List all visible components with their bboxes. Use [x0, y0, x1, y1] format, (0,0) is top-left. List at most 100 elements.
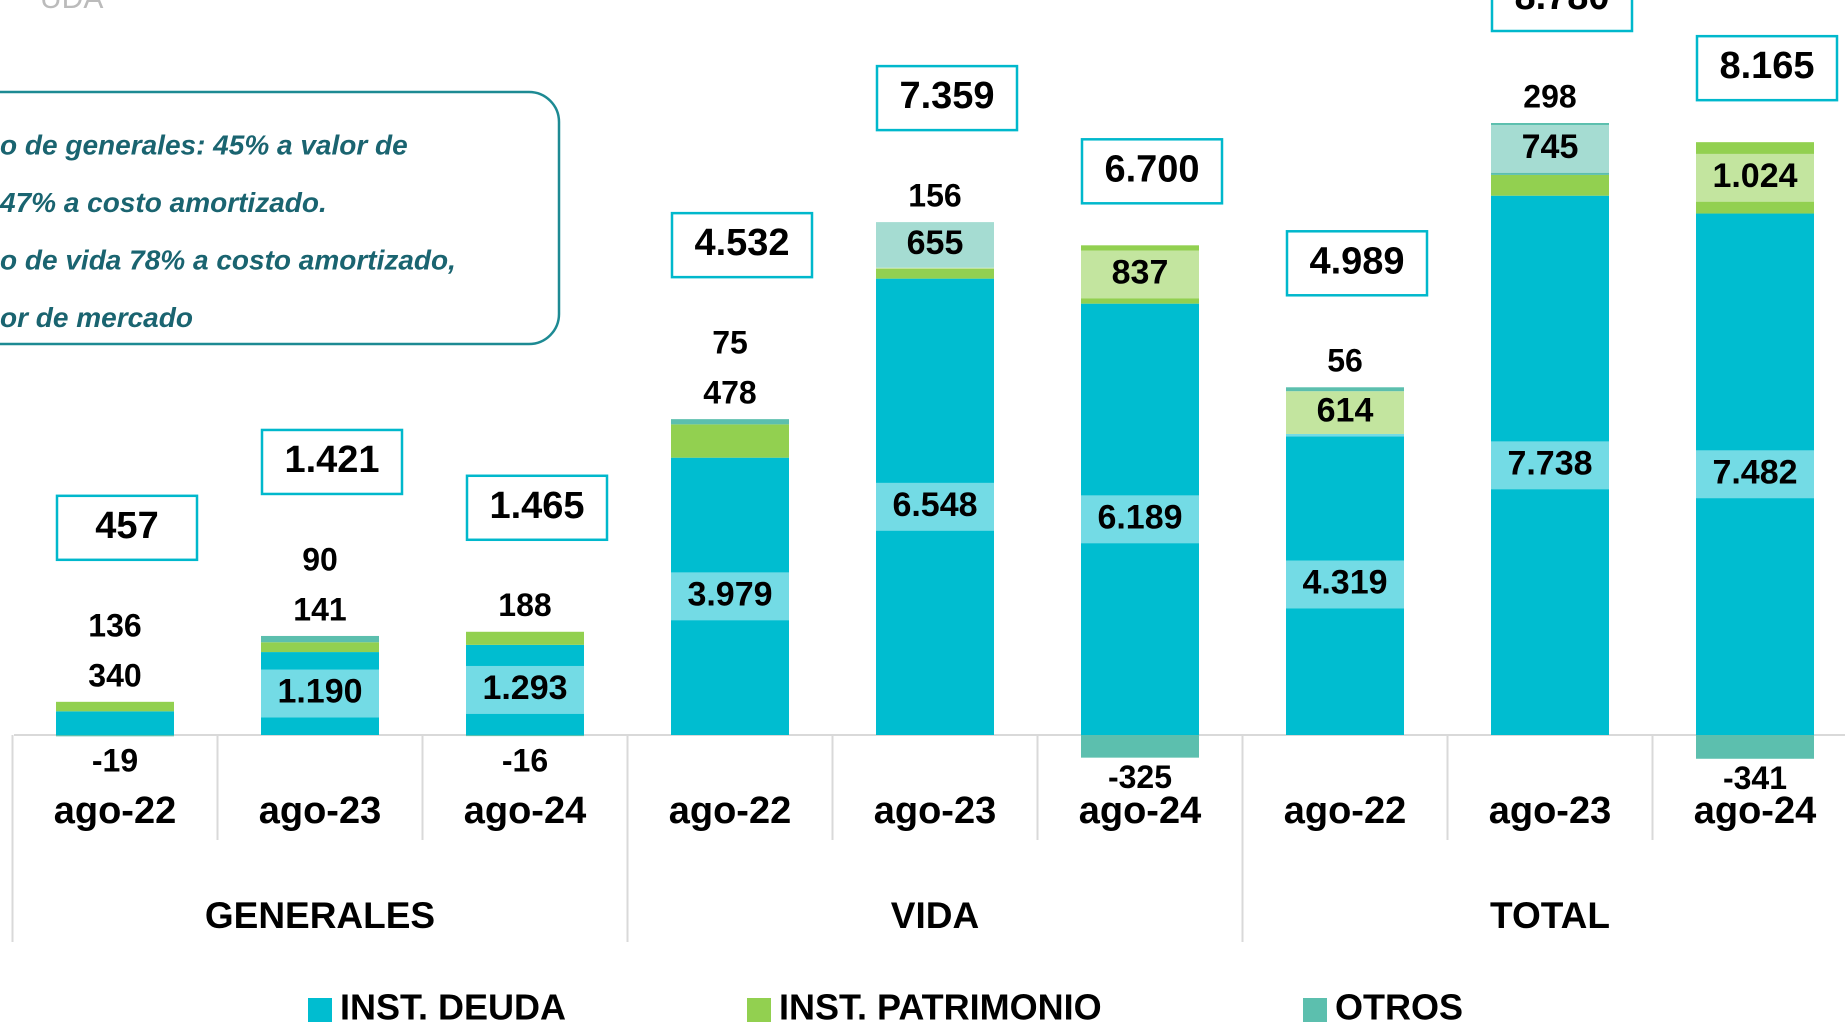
x-tick-label: ago-24	[1694, 790, 1816, 832]
header-fragment: UDA	[40, 0, 103, 15]
bar-segment	[1081, 303, 1199, 735]
bar-segment	[671, 419, 789, 425]
bar-segment	[876, 222, 994, 268]
bar-segment	[466, 735, 584, 737]
data-label: 614	[1317, 392, 1374, 430]
total-box	[465, 474, 609, 542]
data-label: 4.319	[1302, 563, 1387, 601]
legend-swatch	[747, 998, 771, 1022]
label-band	[466, 665, 584, 714]
annotation-line: 47% a costo amortizado.	[0, 187, 327, 218]
label-band	[1491, 441, 1609, 490]
bar-segment	[1286, 433, 1404, 735]
x-tick-label: ago-22	[1284, 790, 1406, 832]
label-band	[876, 482, 994, 531]
data-label: 56	[1327, 343, 1363, 379]
label-band	[1081, 250, 1199, 299]
data-label: 188	[498, 587, 551, 623]
total-box	[1490, 0, 1634, 33]
total-label: 1.465	[489, 485, 584, 527]
data-label: 837	[1112, 253, 1169, 291]
data-label: 1.293	[482, 669, 567, 707]
bar-segment	[1696, 735, 1814, 759]
x-tick-label: ago-24	[464, 790, 586, 832]
total-box	[55, 494, 199, 562]
total-label: 457	[95, 505, 158, 547]
data-label: 75	[712, 325, 748, 361]
bar-segment	[1491, 195, 1609, 735]
data-label: 7.482	[1712, 453, 1797, 491]
total-label: 6.700	[1104, 148, 1199, 190]
annotation-line: or de mercado	[0, 302, 193, 333]
data-label: 298	[1523, 78, 1576, 114]
label-band	[671, 572, 789, 621]
bar-segment	[466, 631, 584, 645]
group-label: GENERALES	[205, 895, 435, 936]
total-box	[1285, 230, 1429, 297]
bar-segment	[876, 278, 994, 735]
data-label: 1.190	[277, 673, 362, 711]
bar-segment	[1696, 142, 1814, 214]
legend-swatch	[308, 998, 332, 1022]
total-box	[1695, 34, 1839, 102]
legend-label: OTROS	[1335, 987, 1463, 1028]
data-label: 156	[908, 178, 961, 214]
x-tick-label: ago-23	[1489, 790, 1611, 832]
total-label: 1.421	[284, 439, 379, 481]
total-label: 7.359	[899, 75, 994, 117]
bar-segment	[1081, 735, 1199, 758]
data-label: 340	[88, 657, 141, 693]
label-band	[1081, 495, 1199, 544]
bar-segment	[671, 424, 789, 458]
bar-segment	[1286, 391, 1404, 434]
bar-segment	[1081, 245, 1199, 304]
total-label: 4.532	[694, 222, 789, 264]
bar-segment	[876, 267, 994, 279]
label-band	[1696, 153, 1814, 202]
total-label: 4.989	[1309, 240, 1404, 282]
x-tick-label: ago-24	[1079, 790, 1201, 832]
total-label: 8.780	[1514, 0, 1609, 18]
annotation-line: o de vida 78% a costo amortizado,	[0, 244, 456, 275]
x-tick-label: ago-22	[669, 790, 791, 832]
bar-segment	[1491, 174, 1609, 196]
label-band	[261, 669, 379, 718]
bar-segment	[261, 652, 379, 735]
bar-segment	[261, 635, 379, 643]
bar-segment	[1696, 213, 1814, 735]
total-label: 8.165	[1719, 45, 1814, 87]
bar-segment	[671, 457, 789, 735]
data-label: 478	[703, 375, 756, 411]
annotation-line: o de generales: 45% a valor de	[0, 129, 408, 160]
bar-segment	[1491, 123, 1609, 175]
data-label: 1.024	[1712, 157, 1797, 195]
data-label: 6.189	[1097, 498, 1182, 536]
label-band	[1286, 560, 1404, 609]
label-band	[876, 220, 994, 269]
x-tick-label: ago-22	[54, 790, 176, 832]
bar-segment	[56, 711, 174, 735]
data-label: 3.979	[687, 575, 772, 613]
data-label: -325	[1108, 759, 1172, 795]
bar-segment	[466, 644, 584, 735]
label-band	[1286, 388, 1404, 437]
total-box	[670, 211, 814, 279]
legend-label: INST. DEUDA	[340, 987, 566, 1028]
bar-segment	[56, 701, 174, 712]
label-band	[1696, 450, 1814, 499]
data-label: 7.738	[1507, 444, 1592, 482]
total-box	[875, 64, 1019, 132]
data-label: 90	[302, 541, 338, 577]
data-label: -341	[1723, 760, 1787, 796]
label-band	[1491, 124, 1609, 173]
group-label: VIDA	[891, 895, 979, 936]
x-tick-label: ago-23	[874, 790, 996, 832]
total-box	[1080, 138, 1224, 205]
data-label: 136	[88, 607, 141, 643]
data-label: -16	[502, 742, 548, 778]
legend-label: INST. PATRIMONIO	[779, 987, 1102, 1028]
legend-swatch	[1303, 998, 1327, 1022]
x-tick-label: ago-23	[259, 790, 381, 832]
bar-segment	[56, 735, 174, 737]
